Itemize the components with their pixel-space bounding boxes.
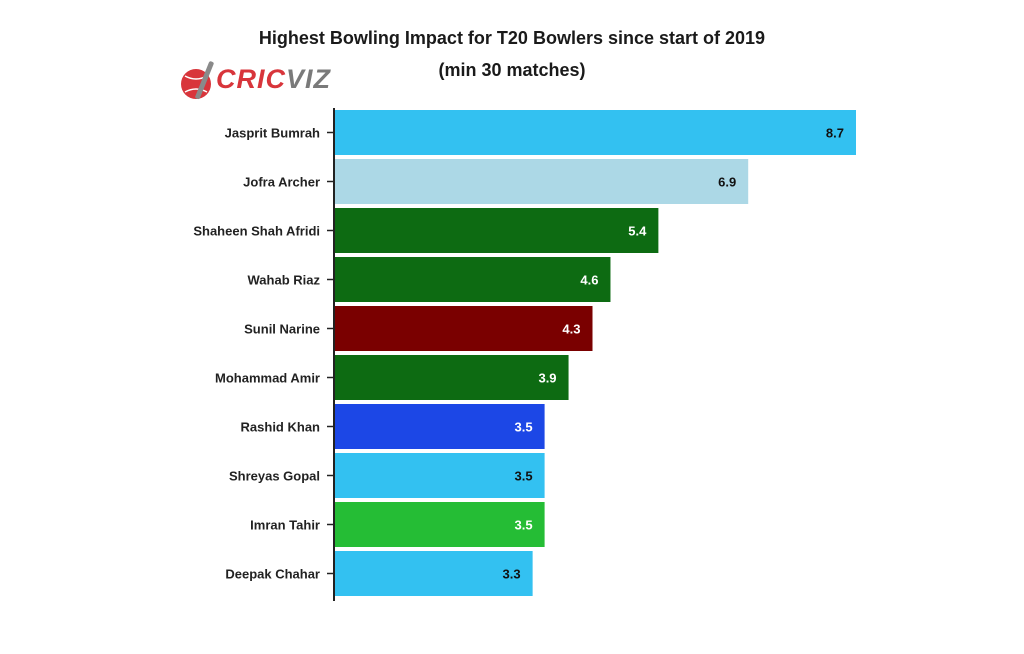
cricket-ball-bat-icon [181, 61, 214, 100]
category-label: Mohammad Amir [215, 371, 320, 386]
value-label: 4.6 [580, 273, 598, 288]
bar [335, 159, 749, 204]
value-label: 3.9 [538, 371, 556, 386]
value-label: 8.7 [826, 126, 844, 141]
chart-subtitle: (min 30 matches) [438, 60, 586, 80]
value-label: 3.5 [515, 469, 533, 484]
bar [335, 306, 593, 351]
chart-title: Highest Bowling Impact for T20 Bowlers s… [258, 28, 766, 48]
value-label: 5.4 [628, 224, 647, 239]
bar [335, 404, 545, 449]
category-label: Deepak Chahar [225, 567, 320, 582]
value-label: 4.3 [562, 322, 580, 337]
bar [335, 257, 611, 302]
category-label: Wahab Riaz [248, 273, 321, 288]
logo-text-cric: CRIC [216, 64, 286, 94]
bar [335, 551, 533, 596]
category-label: Jofra Archer [243, 175, 320, 190]
category-label: Shreyas Gopal [229, 469, 320, 484]
category-label: Sunil Narine [244, 322, 320, 337]
value-label: 3.5 [515, 518, 533, 533]
logo-text: CRICVIZ [216, 64, 331, 95]
category-label: Shaheen Shah Afridi [193, 224, 320, 239]
category-label: Rashid Khan [241, 420, 321, 435]
bar [335, 453, 545, 498]
logo-text-viz: VIZ [286, 64, 332, 94]
cricviz-logo: CRICVIZ [176, 58, 330, 106]
bar [335, 502, 545, 547]
bar [335, 110, 856, 155]
bar [335, 208, 659, 253]
value-label: 3.5 [515, 420, 533, 435]
value-label: 3.3 [503, 567, 521, 582]
bar [335, 355, 569, 400]
value-label: 6.9 [718, 175, 736, 190]
category-label: Jasprit Bumrah [225, 126, 320, 141]
category-label: Imran Tahir [250, 518, 320, 533]
